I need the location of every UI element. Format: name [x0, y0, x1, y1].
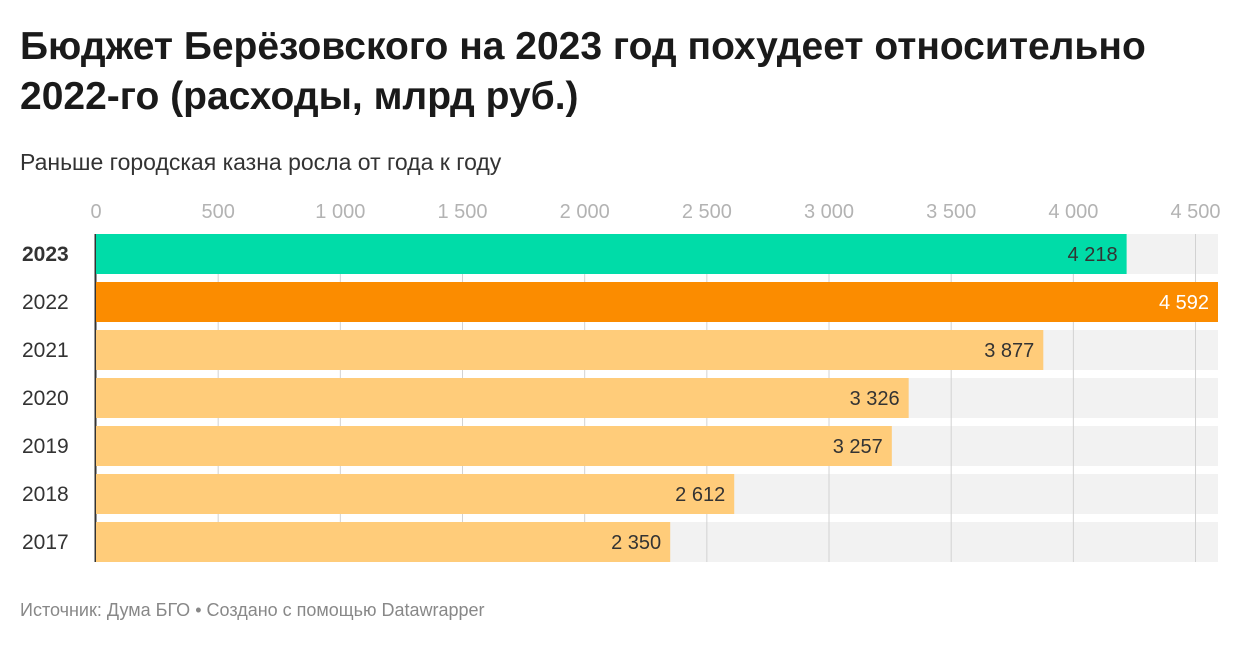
year-label-2022: 2022	[22, 291, 69, 314]
bar-chart: 0 500 1 000 1 500 2 000 2 500 3 000 3 500 4 000 4…	[22, 201, 1221, 562]
year-label-2019: 2019	[22, 435, 69, 458]
footer-separator: •	[195, 600, 202, 620]
value-label-2020: 3 326	[850, 388, 900, 410]
x-tick-label: 1 000	[315, 201, 365, 223]
value-label-2018: 2 612	[675, 484, 725, 506]
value-label-2017: 2 350	[611, 532, 661, 554]
year-label-2018: 2018	[22, 483, 69, 506]
chart-subtitle: Раньше городская казна росла от года к г…	[20, 149, 502, 175]
chart-title: Бюджет Берёзовского на 2023 год похудеет…	[20, 25, 1146, 118]
source-link[interactable]: Дума БГО	[106, 600, 191, 620]
footer: Источник: Дума БГО • Создано с помощью D…	[20, 600, 485, 621]
bar-2022	[96, 282, 1218, 322]
value-label-2021: 3 877	[984, 340, 1034, 362]
x-tick-label: 500	[201, 201, 234, 223]
credit-link[interactable]: Создано с помощью Datawrapper	[206, 600, 485, 620]
year-label-2021: 2021	[22, 339, 69, 362]
bar-2021	[96, 330, 1044, 370]
x-tick-label: 1 500	[437, 201, 487, 223]
x-tick-label: 3 000	[804, 201, 854, 223]
year-label-2023: 2023	[22, 243, 69, 266]
x-tick-label: 3 500	[926, 201, 976, 223]
bar-2020	[96, 378, 909, 418]
x-tick-label: 4 000	[1048, 201, 1098, 223]
labels: 0 500 1 000 1 500 2 000 2 500 3 000 3 500 4 000 4…	[22, 201, 1221, 554]
value-label-2023: 4 218	[1068, 244, 1118, 266]
bar-2017	[96, 522, 671, 562]
x-tick-label: 0	[90, 201, 101, 223]
source-label: Источник:	[20, 600, 102, 620]
value-label-2022: 4 592	[1159, 292, 1209, 314]
value-label-2019: 3 257	[833, 436, 883, 458]
bar-2019	[96, 426, 892, 466]
bar-2023	[96, 234, 1127, 274]
year-label-2020: 2020	[22, 387, 69, 410]
bar-2018	[96, 474, 735, 514]
year-label-2017: 2017	[22, 531, 69, 554]
x-tick-label: 2 500	[682, 201, 732, 223]
bars	[96, 234, 1218, 562]
x-tick-label: 2 000	[560, 201, 610, 223]
x-tick-label: 4 500	[1170, 201, 1220, 223]
